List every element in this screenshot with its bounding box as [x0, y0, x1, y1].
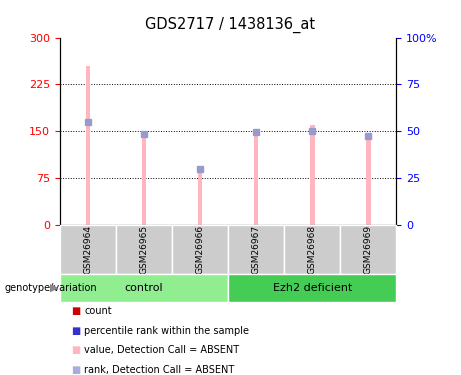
Bar [172, 225, 228, 274]
Bar [86, 66, 90, 225]
Text: ■: ■ [71, 365, 81, 375]
Text: Ezh2 deficient: Ezh2 deficient [272, 283, 352, 293]
Text: GDS2717 / 1438136_at: GDS2717 / 1438136_at [145, 17, 316, 33]
Bar [198, 172, 202, 225]
Text: ▶: ▶ [50, 283, 58, 293]
Bar [60, 274, 228, 302]
Text: percentile rank within the sample: percentile rank within the sample [84, 326, 249, 336]
Bar [228, 274, 396, 302]
Bar [340, 225, 396, 274]
Text: GSM26965: GSM26965 [140, 225, 148, 274]
Text: GSM26968: GSM26968 [308, 225, 317, 274]
Text: control: control [125, 283, 163, 293]
Text: ■: ■ [71, 345, 81, 355]
Text: GSM26966: GSM26966 [195, 225, 205, 274]
Bar [284, 225, 340, 274]
Text: genotype/variation: genotype/variation [5, 283, 97, 293]
Text: count: count [84, 306, 112, 316]
Bar [310, 125, 314, 225]
Bar [228, 225, 284, 274]
Text: value, Detection Call = ABSENT: value, Detection Call = ABSENT [84, 345, 239, 355]
Text: ■: ■ [71, 326, 81, 336]
Text: ■: ■ [71, 306, 81, 316]
Text: rank, Detection Call = ABSENT: rank, Detection Call = ABSENT [84, 365, 235, 375]
Text: GSM26969: GSM26969 [364, 225, 373, 274]
Bar [116, 225, 172, 274]
Text: GSM26967: GSM26967 [252, 225, 261, 274]
Text: GSM26964: GSM26964 [83, 225, 93, 274]
Bar [60, 225, 116, 274]
Bar [142, 131, 146, 225]
Bar [254, 132, 259, 225]
Bar [366, 136, 371, 225]
